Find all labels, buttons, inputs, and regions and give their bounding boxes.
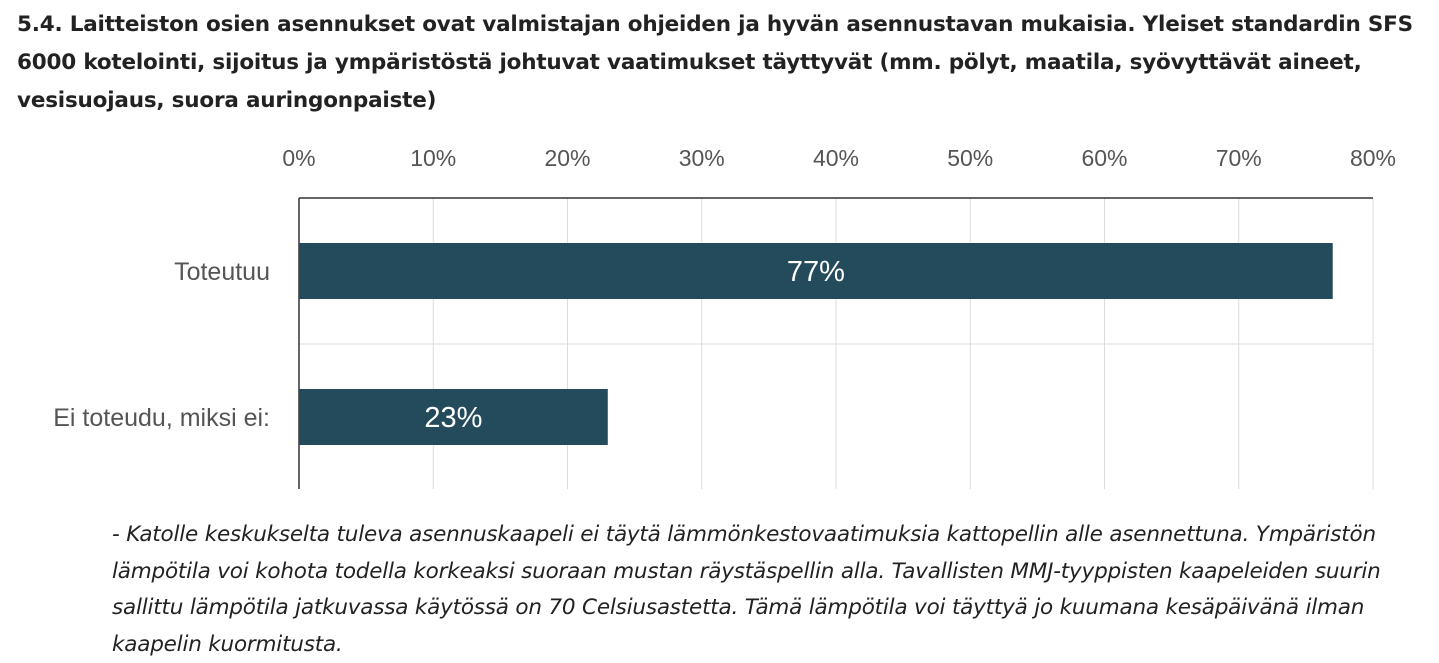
x-tick-label: 70%	[1216, 145, 1262, 171]
x-tick-label: 10%	[410, 145, 456, 171]
x-tick-label: 0%	[282, 145, 315, 171]
bar	[299, 243, 1333, 299]
x-tick-label: 30%	[679, 145, 725, 171]
category-label: Ei toteudu, miksi ei:	[53, 404, 270, 432]
question-title: 5.4. Laitteiston osien asennukset ovat v…	[17, 12, 1413, 113]
x-tick-label: 60%	[1081, 145, 1127, 171]
data-label: 77%	[787, 256, 845, 288]
category-label: Toteutuu	[174, 258, 270, 286]
x-tick-label: 20%	[544, 145, 590, 171]
x-tick-label: 40%	[813, 145, 859, 171]
bar	[299, 389, 608, 445]
x-tick-label: 80%	[1350, 145, 1396, 171]
data-label: 23%	[424, 402, 482, 434]
x-tick-label: 50%	[947, 145, 993, 171]
comment-text: - Katolle keskukselta tuleva asennuskaap…	[112, 522, 1381, 657]
